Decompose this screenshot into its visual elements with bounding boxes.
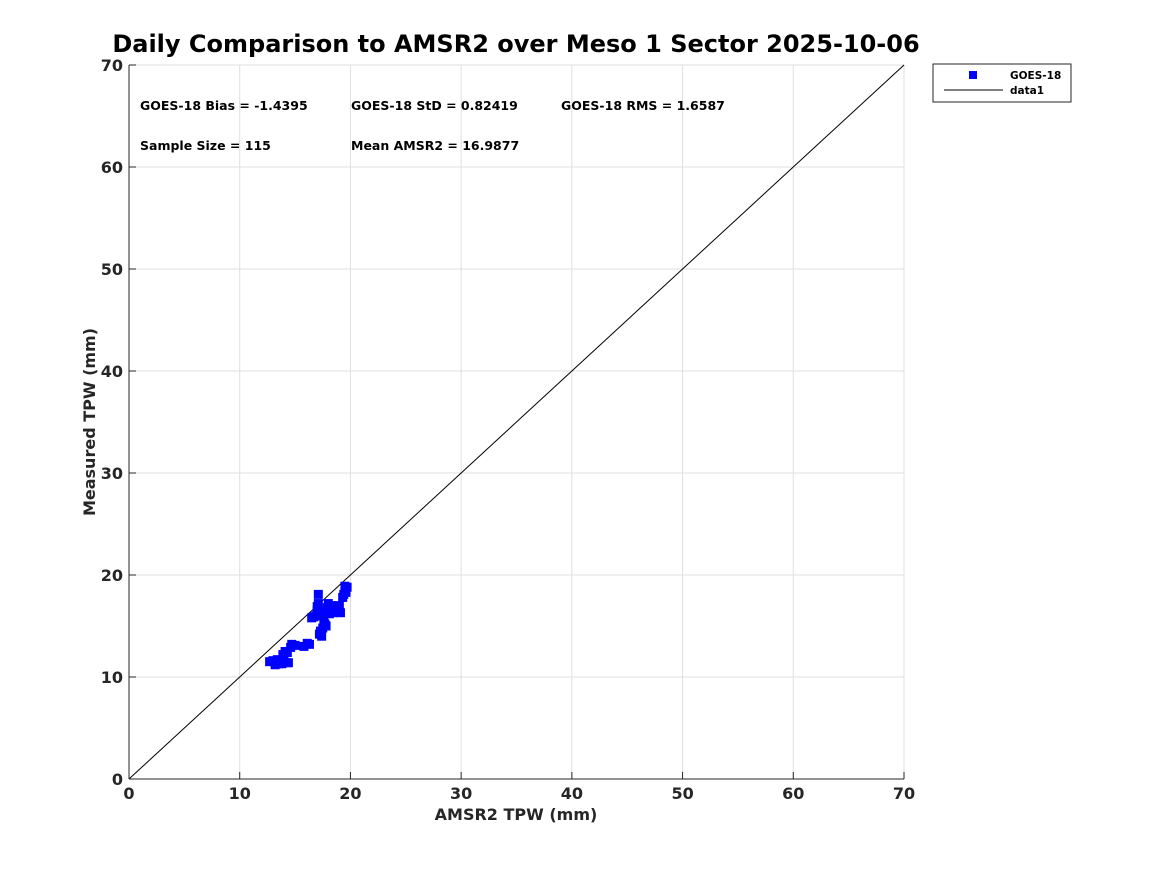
y-tick-label: 0 [112,770,123,789]
annotation-mean-amsr2: Mean AMSR2 = 16.9877 [351,138,519,153]
data-point [335,608,345,618]
data-point [341,587,351,597]
legend-label-data1: data1 [1010,85,1044,97]
y-tick-label: 30 [101,464,123,483]
y-tick-label: 60 [101,158,123,177]
annotation-sample-size: Sample Size = 115 [140,138,271,153]
data-point [317,631,327,641]
y-tick-label: 50 [101,260,123,279]
data-point [313,599,323,609]
annotation-std: GOES-18 StD = 0.82419 [351,98,518,113]
x-tick-label: 20 [339,784,361,803]
x-tick-label: 30 [450,784,472,803]
annotation-rms: GOES-18 RMS = 1.6587 [561,98,725,113]
data-point [334,601,344,611]
data-point [304,639,314,649]
reference-line-data1 [128,64,905,780]
data-point [342,582,352,592]
annotation-bias: GOES-18 Bias = -1.4395 [140,98,308,113]
y-tick-label: 40 [101,362,123,381]
data-point [321,621,331,631]
x-tick-label: 0 [123,784,134,803]
data-point [311,611,321,621]
y-tick-label: 70 [101,56,123,75]
y-tick-label: 20 [101,566,123,585]
x-tick-label: 40 [561,784,583,803]
x-tick-label: 10 [229,784,251,803]
data-point [283,658,293,668]
x-tick-label: 70 [893,784,915,803]
chart-title: Daily Comparison to AMSR2 over Meso 1 Se… [112,30,919,58]
scatter-series-goes18 [265,581,352,670]
legend-marker-goes18 [969,71,977,79]
data-point [282,648,292,658]
x-tick-label: 50 [671,784,693,803]
y-tick-label: 10 [101,668,123,687]
legend-label-goes18: GOES-18 [1010,70,1061,82]
axes [128,65,904,780]
data-point [313,589,323,599]
legend: GOES-18 data1 [932,63,1072,103]
grid [129,64,905,779]
x-axis-label: AMSR2 TPW (mm) [435,805,598,824]
axis-ticks: 0 10 20 30 40 50 60 70 0 10 20 30 40 50 60 70 [101,56,915,803]
y-axis-label: Measured TPW (mm) [80,328,99,516]
data-point [290,640,300,650]
legend-box [932,63,1072,103]
x-tick-label: 60 [782,784,804,803]
